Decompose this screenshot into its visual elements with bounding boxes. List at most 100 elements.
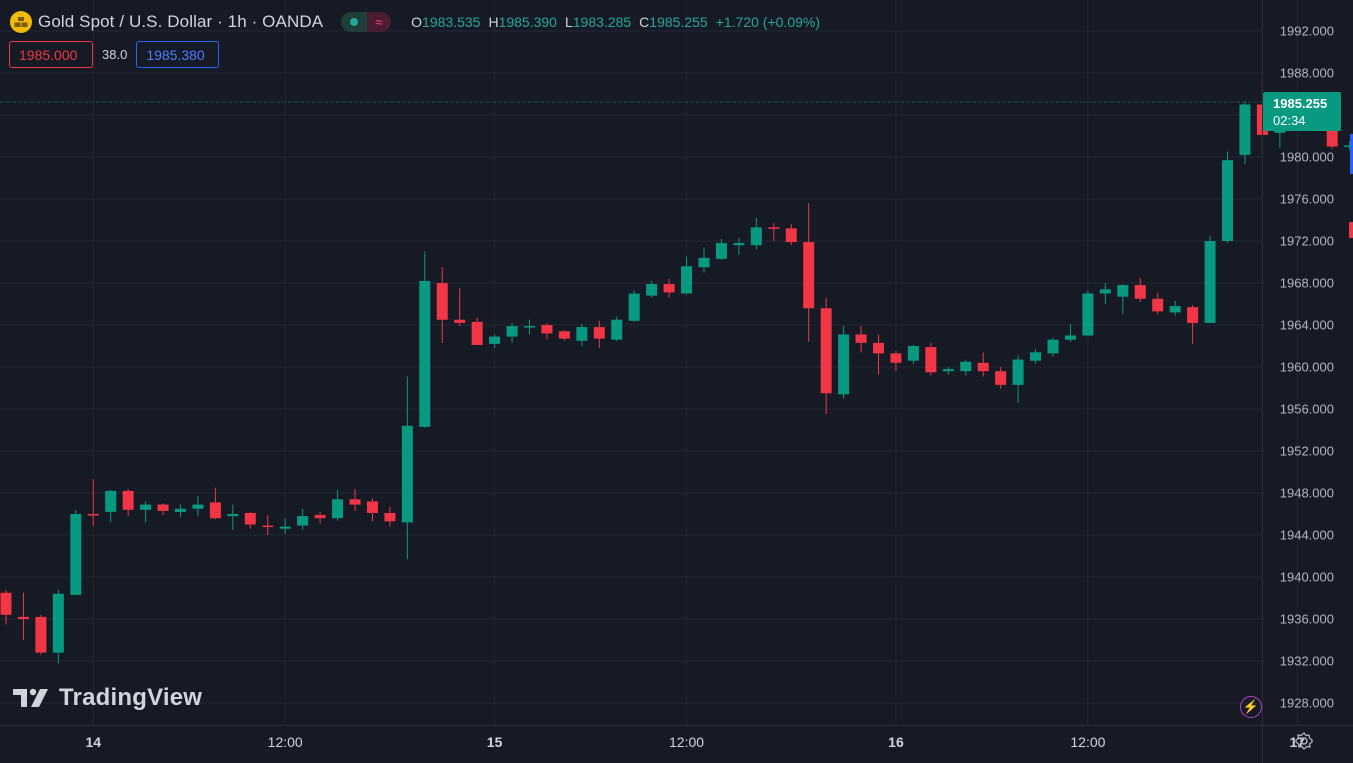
candle-body bbox=[35, 616, 47, 653]
market-open-dot-icon bbox=[341, 12, 368, 32]
symbol-title[interactable]: Gold Spot / U.S. Dollar · 1h · OANDA bbox=[38, 12, 324, 31]
candle-body bbox=[157, 504, 169, 511]
candle bbox=[541, 322, 553, 340]
candle-body bbox=[541, 325, 553, 334]
price-tick-label: 1992.000 bbox=[1280, 24, 1334, 39]
candle bbox=[820, 297, 832, 415]
candle bbox=[593, 320, 605, 349]
candle bbox=[890, 351, 902, 372]
candle-body bbox=[1169, 306, 1181, 313]
ohlc-close: C1985.255 bbox=[639, 14, 708, 30]
candle bbox=[1344, 141, 1353, 150]
candle-body bbox=[855, 334, 867, 343]
candle-body bbox=[1344, 145, 1353, 147]
price-tick-label: 1972.000 bbox=[1280, 234, 1334, 249]
time-tick-label: 14 bbox=[85, 734, 101, 750]
ohlc-low: L1983.285 bbox=[564, 14, 632, 30]
price-axis[interactable]: 1992.0001988.0001984.0001980.0001976.000… bbox=[1262, 0, 1335, 763]
candle-body bbox=[1187, 307, 1199, 323]
time-axis[interactable]: 14 12:00 15 12:00 16 12:00 17 bbox=[0, 725, 1353, 751]
candle bbox=[733, 237, 745, 255]
time-tick-label: 12:00 bbox=[1070, 734, 1105, 750]
candle-body bbox=[907, 346, 919, 361]
time-tick-label: 12:00 bbox=[669, 734, 704, 750]
buy-button[interactable]: 1985.380 bbox=[136, 41, 220, 68]
candle bbox=[873, 334, 884, 375]
candle bbox=[506, 322, 518, 343]
candle bbox=[244, 511, 256, 529]
candle-body bbox=[471, 321, 483, 345]
candle-body bbox=[366, 501, 378, 513]
candle-body bbox=[715, 243, 727, 259]
tradingview-logo-icon bbox=[13, 688, 48, 707]
settings-gear-icon[interactable] bbox=[1294, 731, 1314, 751]
candle bbox=[838, 326, 850, 399]
price-tick-label: 1932.000 bbox=[1280, 654, 1334, 669]
buy-price-marker bbox=[1350, 134, 1353, 174]
price-tick-label: 1936.000 bbox=[1280, 612, 1334, 627]
candle-body bbox=[17, 616, 29, 619]
candle-body bbox=[785, 228, 797, 243]
candle-body bbox=[489, 336, 501, 344]
price-tick-label: 1944.000 bbox=[1280, 528, 1334, 543]
candle bbox=[140, 501, 152, 523]
candle-body bbox=[733, 243, 745, 246]
candle-body bbox=[1239, 104, 1251, 155]
candle-body bbox=[332, 499, 344, 519]
market-status-toggle[interactable]: ≈ bbox=[341, 12, 392, 32]
time-tick-label: 15 bbox=[487, 734, 503, 750]
candle bbox=[1204, 235, 1216, 323]
time-tick-label: 12:00 bbox=[268, 734, 303, 750]
candle-body bbox=[1134, 285, 1146, 299]
candle bbox=[768, 223, 780, 241]
candle bbox=[419, 251, 431, 428]
candle-body bbox=[1047, 339, 1059, 354]
candle bbox=[855, 326, 867, 353]
candle-body bbox=[890, 353, 902, 363]
candle bbox=[314, 511, 326, 524]
candle-body bbox=[663, 284, 675, 293]
candle bbox=[401, 376, 413, 560]
price-tick-label: 1948.000 bbox=[1280, 486, 1334, 501]
candle bbox=[17, 592, 29, 640]
candle bbox=[489, 334, 501, 349]
candle bbox=[750, 217, 762, 250]
candle-body bbox=[1012, 359, 1024, 385]
price-tick-label: 1964.000 bbox=[1280, 318, 1334, 333]
candle-body bbox=[87, 514, 99, 516]
tradingview-logo[interactable]: TradingView bbox=[13, 684, 202, 712]
candle-body bbox=[279, 526, 291, 529]
candle bbox=[52, 589, 64, 664]
candle bbox=[715, 238, 727, 260]
price-tick-label: 1988.000 bbox=[1280, 66, 1334, 81]
candle-body bbox=[576, 327, 588, 341]
price-tick-label: 1928.000 bbox=[1280, 696, 1334, 711]
candle bbox=[262, 515, 274, 535]
price-change: +1.720 (+0.09%) bbox=[715, 14, 820, 30]
candle bbox=[1187, 305, 1199, 344]
time-tick-label: 16 bbox=[888, 734, 904, 750]
gold-bars-icon bbox=[10, 11, 32, 33]
quote-panel: 1985.000 38.0 1985.380 bbox=[9, 41, 220, 68]
sell-button[interactable]: 1985.000 bbox=[9, 41, 93, 68]
candle bbox=[70, 509, 82, 595]
price-tick-label: 1952.000 bbox=[1280, 444, 1334, 459]
candle bbox=[1239, 101, 1251, 165]
candle bbox=[1082, 290, 1094, 337]
spread-value: 38.0 bbox=[102, 47, 128, 62]
chart-grid bbox=[0, 0, 1298, 725]
candle bbox=[1064, 323, 1076, 342]
candle bbox=[0, 589, 12, 625]
ohlc-open: O1983.535 bbox=[411, 14, 481, 30]
brand-name: TradingView bbox=[59, 684, 203, 711]
candle bbox=[349, 488, 361, 511]
candle bbox=[1030, 349, 1042, 364]
lightning-icon[interactable]: ⚡ bbox=[1240, 696, 1262, 718]
candle bbox=[558, 330, 570, 341]
candle-body bbox=[977, 362, 989, 372]
candle bbox=[454, 288, 466, 327]
last-price-value: 1985.255 bbox=[1273, 96, 1328, 111]
candle-body bbox=[1082, 293, 1094, 336]
candle bbox=[942, 367, 954, 375]
